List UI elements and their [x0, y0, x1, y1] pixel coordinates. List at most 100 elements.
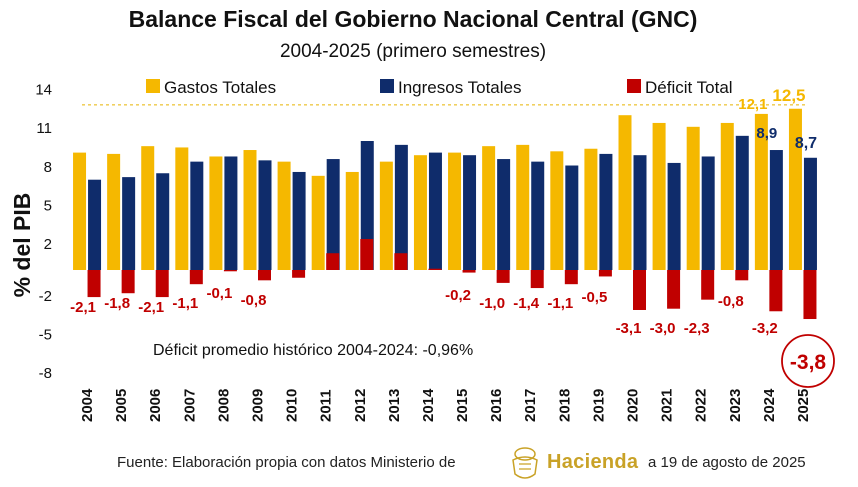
ingresos-label-2025: 8,7 — [795, 135, 817, 152]
bar-gastos — [788, 108, 802, 270]
legend-label-deficit: Déficit Total — [645, 78, 733, 97]
deficit-label: -3,0 — [650, 320, 676, 337]
bar-ingresos — [667, 162, 681, 270]
y-axis-label: % del PIB — [9, 193, 35, 298]
deficit-label: -2,1 — [138, 299, 164, 316]
bar-ingresos — [394, 144, 408, 270]
y-tick-label: 8 — [44, 159, 52, 176]
bar-deficit — [530, 270, 544, 289]
average-deficit-annotation: Déficit promedio histórico 2004-2024: -0… — [153, 342, 473, 359]
deficit-label: -1,4 — [513, 295, 540, 312]
y-tick-label: 2 — [44, 236, 52, 253]
bar-gastos — [107, 153, 121, 270]
bar-ingresos — [769, 150, 783, 270]
bar-deficit — [735, 270, 749, 281]
x-tick-label: 2024 — [761, 388, 778, 422]
bar-ingresos — [599, 153, 613, 270]
highlight-circle-2025: -3,8 — [781, 334, 835, 388]
bar-gastos — [379, 161, 393, 270]
deficit-label: -1,8 — [104, 295, 130, 312]
bar-ingresos — [88, 179, 102, 270]
y-axis-ticks: 14 11 8 5 2 -2 -5 -8 — [35, 81, 52, 382]
bar-deficit — [428, 268, 442, 270]
bars — [73, 104, 817, 320]
bar-deficit — [326, 253, 340, 270]
hacienda-logo: Hacienda — [505, 444, 645, 484]
bar-gastos — [209, 156, 223, 270]
chart-title: Balance Fiscal del Gobierno Nacional Cen… — [129, 6, 698, 32]
bar-deficit — [667, 270, 681, 309]
legend: Gastos Totales Ingresos Totales Déficit … — [146, 78, 733, 97]
coat-of-arms-icon — [512, 447, 538, 479]
bar-gastos — [311, 175, 325, 270]
deficit-label: -2,1 — [70, 299, 96, 316]
x-tick-label: 2019 — [590, 389, 607, 422]
x-tick-label: 2020 — [625, 389, 642, 422]
bar-gastos — [243, 150, 257, 270]
bar-ingresos — [701, 156, 715, 270]
y-tick-label: 5 — [44, 198, 52, 215]
bar-deficit — [155, 270, 169, 298]
bar-gastos — [141, 146, 155, 270]
bar-ingresos — [565, 165, 579, 270]
y-tick-label: -5 — [39, 327, 52, 344]
x-tick-label: 2025 — [795, 389, 812, 422]
bar-gastos — [584, 148, 598, 270]
deficit-label: -1,1 — [172, 295, 198, 312]
bar-ingresos — [224, 156, 238, 270]
deficit-label: -3,2 — [752, 320, 778, 337]
chart-subtitle: 2004-2025 (primero semestres) — [280, 41, 546, 62]
bar-deficit — [223, 270, 237, 272]
x-tick-label: 2015 — [454, 389, 471, 422]
bar-deficit — [394, 253, 408, 270]
bar-ingresos — [803, 157, 817, 270]
bar-deficit — [598, 270, 612, 277]
bar-gastos — [413, 155, 427, 270]
x-tick-label: 2022 — [693, 389, 710, 422]
ingresos-label-2024: 8,9 — [756, 125, 777, 142]
gastos-label-2024: 12,1 — [738, 96, 767, 113]
bar-deficit — [803, 270, 817, 320]
legend-label-ingresos: Ingresos Totales — [398, 78, 521, 97]
legend-swatch-ingresos — [380, 79, 394, 93]
bar-ingresos — [258, 160, 272, 270]
bar-gastos — [618, 115, 632, 270]
x-tick-label: 2009 — [250, 389, 267, 422]
bar-deficit — [633, 270, 646, 310]
bar-deficit — [258, 270, 271, 281]
bar-deficit — [121, 270, 135, 294]
bar-ingresos — [122, 177, 136, 270]
data-labels: -2,1 -1,8 -2,1 -1,1 -0,1 -0,8 -0,2 -1,0 -1,4 -1,1… — [70, 86, 817, 337]
bar-gastos — [448, 152, 462, 270]
bar-deficit — [769, 270, 783, 312]
bar-deficit — [87, 270, 101, 298]
bar-ingresos — [531, 161, 545, 270]
deficit-label: -0,8 — [718, 293, 744, 310]
legend-swatch-deficit — [627, 79, 641, 93]
x-tick-label: 2018 — [556, 389, 573, 422]
bar-ingresos — [633, 155, 647, 270]
deficit-label-2025: -3,8 — [790, 351, 827, 374]
y-tick-label: 11 — [36, 120, 52, 137]
bar-ingresos — [326, 159, 340, 270]
source-text: Fuente: Elaboración propia con datos Min… — [117, 454, 456, 471]
x-tick-label: 2006 — [147, 389, 164, 422]
x-axis-ticks: 2004 2005 2006 2007 2008 2009 2010 2011 2012 2013… — [79, 388, 812, 422]
gastos-label-2025: 12,5 — [772, 86, 805, 105]
bar-gastos — [345, 171, 359, 270]
x-tick-label: 2014 — [420, 388, 437, 422]
deficit-label: -0,2 — [445, 287, 471, 304]
bar-gastos — [686, 126, 700, 270]
bar-deficit — [564, 270, 578, 285]
bar-gastos — [516, 144, 530, 270]
x-tick-label: 2008 — [215, 389, 232, 422]
bar-deficit — [292, 270, 306, 278]
logo-text: Hacienda — [547, 451, 639, 473]
bar-ingresos — [497, 159, 511, 270]
deficit-label: -0,8 — [241, 292, 267, 309]
legend-swatch-gastos — [146, 79, 160, 93]
bar-gastos — [175, 147, 189, 270]
bar-deficit — [496, 270, 510, 283]
date-text: a 19 de agosto de 2025 — [648, 454, 806, 471]
